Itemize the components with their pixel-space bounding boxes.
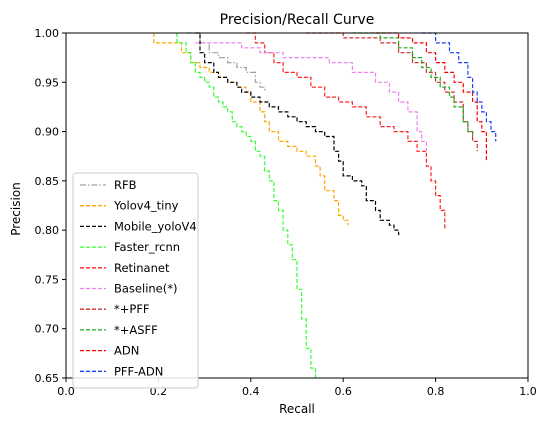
x-tick-label: 0.8 [427,385,445,398]
y-tick-label: 1.00 [35,27,60,40]
x-axis-label: Recall [279,402,315,416]
y-tick-label: 0.80 [35,224,60,237]
legend-label: Baseline(*) [114,282,177,296]
plot-frame [65,32,529,379]
series-line-mobile-yolov4 [195,32,400,236]
x-tick-label: 0.0 [57,385,75,398]
legend-label: PFF-ADN [114,364,163,378]
y-tick-label: 0.65 [35,372,60,385]
series-line-retinanet [246,32,446,231]
legend-label: *+ASFF [114,323,158,337]
legend-label: *+PFF [114,302,150,316]
x-tick-label: 0.4 [242,385,260,398]
y-axis: 0.65 0.70 0.75 0.80 0.85 0.90 0.95 1.00 [35,27,66,385]
y-tick-label: 0.70 [35,323,60,336]
legend-label: Retinanet [114,261,170,275]
series-line-faster-rcnn [176,33,317,378]
y-tick-label: 0.95 [35,76,60,89]
series-line-adn [375,32,487,162]
y-axis-label: Precision [9,182,23,236]
series-line-rfb [186,32,266,93]
legend-label: RFB [114,178,137,192]
series-line-pff-adn [421,32,497,142]
y-tick-label: 0.85 [35,175,60,188]
y-tick-label: 0.90 [35,126,60,139]
series-line-pff [306,32,478,152]
legend-label: ADN [114,344,139,358]
x-tick-label: 1.0 [519,385,537,398]
series-line-asff [352,32,474,137]
legend-label: Yolov4_tiny [113,199,179,213]
legend-label: Mobile_yoloV4 [114,219,197,233]
legend: RFB Yolov4_tiny Mobile_yoloV4 Faster_rcnn Re… [72,172,199,389]
plot-lines [153,32,497,378]
x-tick-label: 0.6 [334,385,352,398]
series-line-baseline [195,42,427,152]
x-axis: 0.0 0.2 0.4 0.6 0.8 1.0 [57,378,537,398]
legend-label: Faster_rcnn [114,240,180,254]
chart-title: Precision/Recall Curve [220,12,375,28]
y-tick-label: 0.75 [35,273,60,286]
series-line-yolov4-tiny [153,33,349,226]
